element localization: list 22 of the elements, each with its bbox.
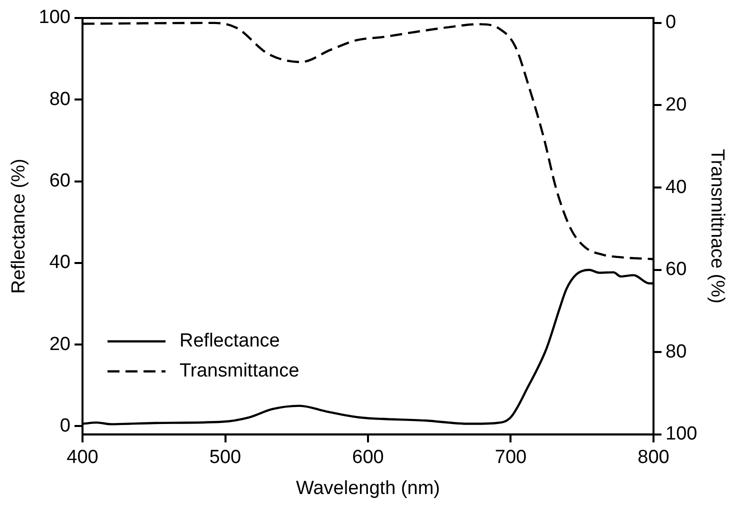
y-tick-label: 20 [49, 334, 70, 355]
y2-tick-label: 40 [666, 176, 687, 198]
x-tick-label: 500 [209, 447, 242, 468]
y2-tick-label: 60 [666, 259, 687, 280]
y2-tick-label: 0 [666, 12, 676, 34]
x-tick-label: 800 [638, 447, 670, 468]
y2-tick-label: 20 [666, 94, 687, 116]
y-axis-title: Reflectance (%) [8, 158, 30, 294]
x-axis-title: Wavelength (nm) [296, 478, 440, 499]
y2-tick-label: 100 [666, 424, 698, 445]
x-tick-label: 700 [494, 447, 527, 468]
y-tick-label: 80 [49, 88, 70, 110]
y-tick-label: 60 [49, 170, 70, 192]
y2-axis-title: Transmittnace (%) [706, 148, 728, 304]
y2-tick-label: 80 [666, 341, 687, 362]
x-tick-label: 600 [352, 447, 384, 468]
y-tick-label: 40 [49, 252, 70, 274]
legend-label: Transmittance [180, 360, 300, 382]
x-tick-label: 400 [66, 447, 98, 468]
y-tick-label: 100 [38, 7, 70, 28]
legend-label: Reflectance [180, 330, 280, 352]
y-tick-label: 0 [60, 415, 70, 436]
